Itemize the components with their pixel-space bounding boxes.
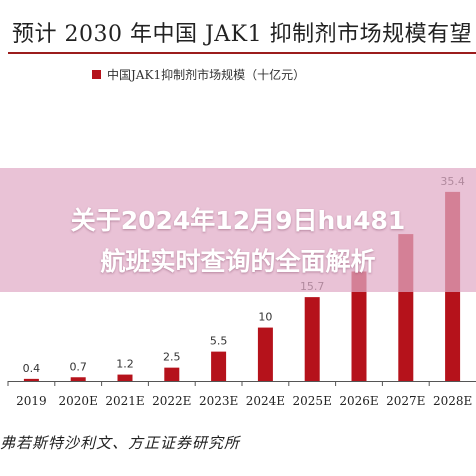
banner-headline-line2: 航班实时查询的全面解析: [100, 247, 376, 276]
banner-headline-line1: 关于2024年12月9日hu481: [70, 206, 406, 235]
bar-2025E: [304, 297, 320, 381]
x-tick-label-2019: 2019: [16, 394, 47, 408]
bar-2024E: [257, 327, 273, 381]
x-tick-label-2023E: 2023E: [199, 394, 238, 408]
x-tick-label-2026E: 2026E: [339, 394, 378, 408]
value-label-2022E: 2.5: [163, 351, 181, 364]
value-label-2019: 0.4: [23, 362, 41, 375]
title-divider: [8, 52, 476, 54]
bar-2026E: [351, 271, 367, 381]
legend-label: 中国JAK1抑制剂市场规模（十亿元）: [107, 68, 306, 82]
source-note: 弗若斯特沙利文、方正证券研究所: [0, 434, 241, 452]
value-label-2023E: 5.5: [210, 335, 228, 348]
legend-swatch: [92, 70, 101, 79]
bar-2022E: [164, 367, 180, 381]
bar-2020E: [70, 377, 86, 381]
x-tick-label-2027E: 2027E: [386, 394, 425, 408]
watermark-banner: [0, 168, 476, 292]
x-tick-label-2020E: 2020E: [59, 394, 98, 408]
value-label-2021E: 1.2: [116, 358, 134, 371]
x-tick-label-2025E: 2025E: [293, 394, 332, 408]
x-tick-label-2021E: 2021E: [105, 394, 144, 408]
chart-title: 预计 2030 年中国 JAK1 抑制剂市场规模有望: [12, 22, 473, 47]
x-tick-label-2022E: 2022E: [152, 394, 191, 408]
chart-legend: 中国JAK1抑制剂市场规模（十亿元）: [92, 66, 305, 83]
bar-2019: [23, 378, 39, 381]
bar-2021E: [117, 374, 133, 381]
x-tick-label-2024E: 2024E: [246, 394, 285, 408]
value-label-2024E: 10: [258, 311, 272, 324]
value-label-2020E: 0.7: [69, 360, 87, 373]
x-tick-label-2028E: 2028E: [433, 394, 472, 408]
bar-2023E: [211, 351, 227, 381]
